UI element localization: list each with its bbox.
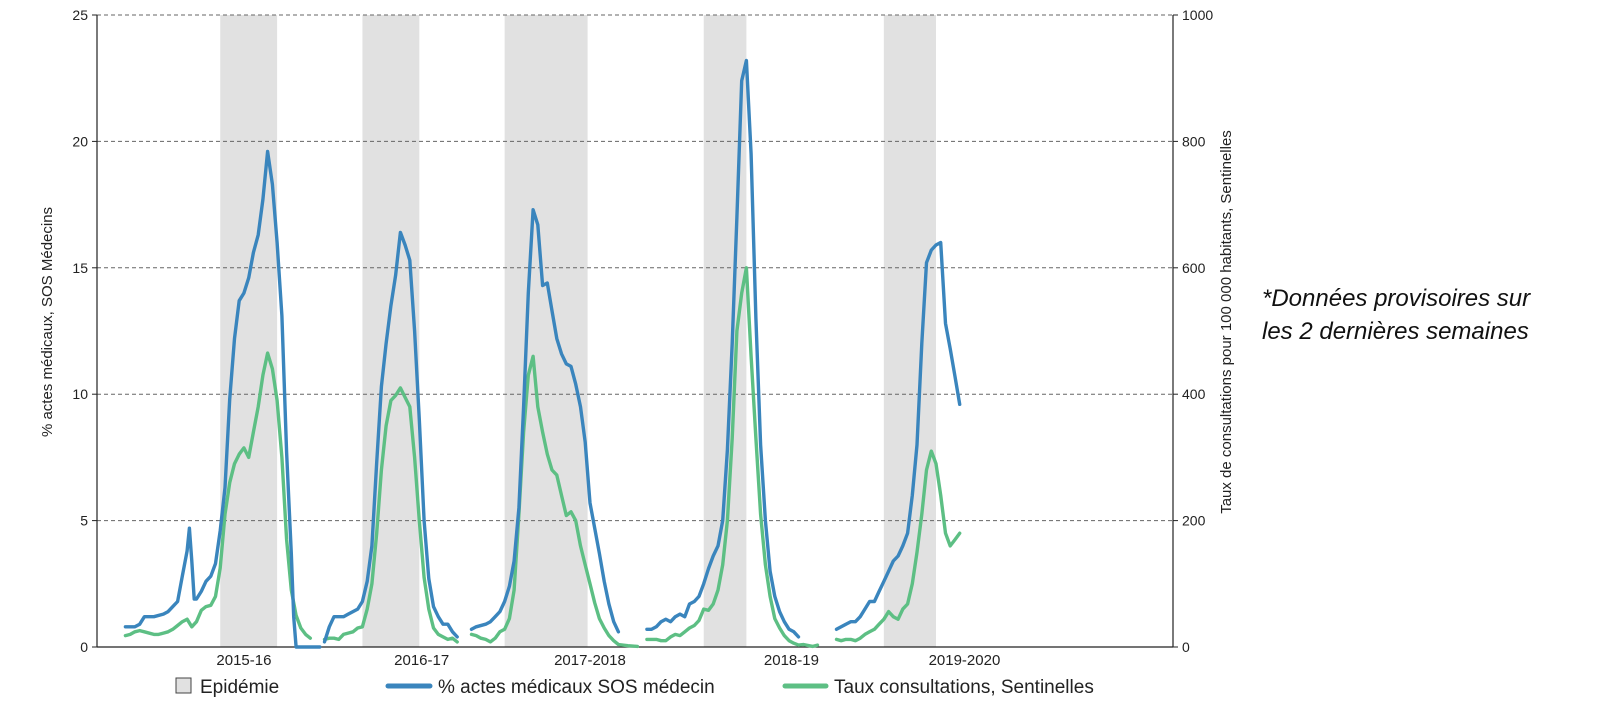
x-season-label: 2018-19	[764, 652, 819, 669]
sos-medecins-line-segment-2	[322, 230, 459, 644]
sos-medecins-line-segment-3	[469, 208, 621, 634]
provisional-data-note: *Données provisoires sur les 2 dernières…	[1262, 282, 1592, 348]
y-tick-label-right: 0	[1182, 639, 1190, 655]
sos-medecins-line-segment-4	[645, 58, 801, 639]
y-tick-label-left: 5	[80, 513, 88, 529]
y-tick-label-right: 800	[1182, 133, 1206, 149]
grid-lines	[97, 14, 1173, 522]
note-line-1: *Données provisoires sur	[1262, 285, 1531, 312]
note-line-2: les 2 dernières semaines	[1262, 318, 1529, 345]
sos-medecins-line-segment-1	[123, 149, 322, 649]
y-tick-label-left: 0	[80, 639, 88, 655]
sos-medecins-line-segment-5	[834, 240, 962, 631]
sentinelles-line-segment-3	[469, 354, 640, 649]
x-season-label: 2015-16	[216, 652, 271, 669]
y-tick-label-right: 400	[1182, 386, 1206, 402]
y-tick-label-right: 1000	[1182, 7, 1213, 23]
y-tick-label-left: 20	[72, 133, 88, 149]
sentinelles-line-segment-1	[123, 351, 312, 640]
tick-labels: 0 5 10 15 20 25 0 200 400 600 800 1000	[72, 7, 1213, 655]
epidemic-bands	[220, 15, 936, 647]
y-axis-title-right: Taux de consultations pour 100 000 habit…	[1218, 130, 1235, 514]
y-axis-title-left: % actes médicaux, SOS Médecins	[39, 207, 56, 437]
legend: Epidémie % actes médicaux SOS médecin Ta…	[175, 677, 1094, 698]
y-tick-label-right: 600	[1182, 260, 1206, 276]
y-tick-label-right: 200	[1182, 513, 1206, 529]
series-lines	[123, 58, 962, 649]
sentinelles-line-segment-4	[645, 266, 820, 649]
epidemic-band-5	[883, 15, 936, 647]
epidemic-band-1	[220, 15, 278, 647]
sentinelles-line-segment-2	[322, 386, 459, 644]
legend-sos-label: % actes médicaux SOS médecin	[438, 677, 715, 698]
legend-epidemic-swatch	[175, 677, 192, 694]
y-tick-label-left: 15	[72, 260, 88, 276]
y-tick-label-left: 25	[72, 7, 88, 23]
y-tick-label-left: 10	[72, 386, 88, 402]
x-season-label: 2016-17	[394, 652, 449, 669]
legend-sentinelles-label: Taux consultations, Sentinelles	[834, 677, 1094, 698]
x-season-label: 2017-2018	[554, 652, 626, 669]
legend-epidemic-label: Epidémie	[200, 677, 279, 698]
x-season-label: 2019-2020	[929, 652, 1001, 669]
season-labels: 2015-16 2016-17 2017-2018 2018-19 2019-2020	[216, 652, 1000, 669]
sentinelles-line-segment-5	[834, 449, 962, 643]
